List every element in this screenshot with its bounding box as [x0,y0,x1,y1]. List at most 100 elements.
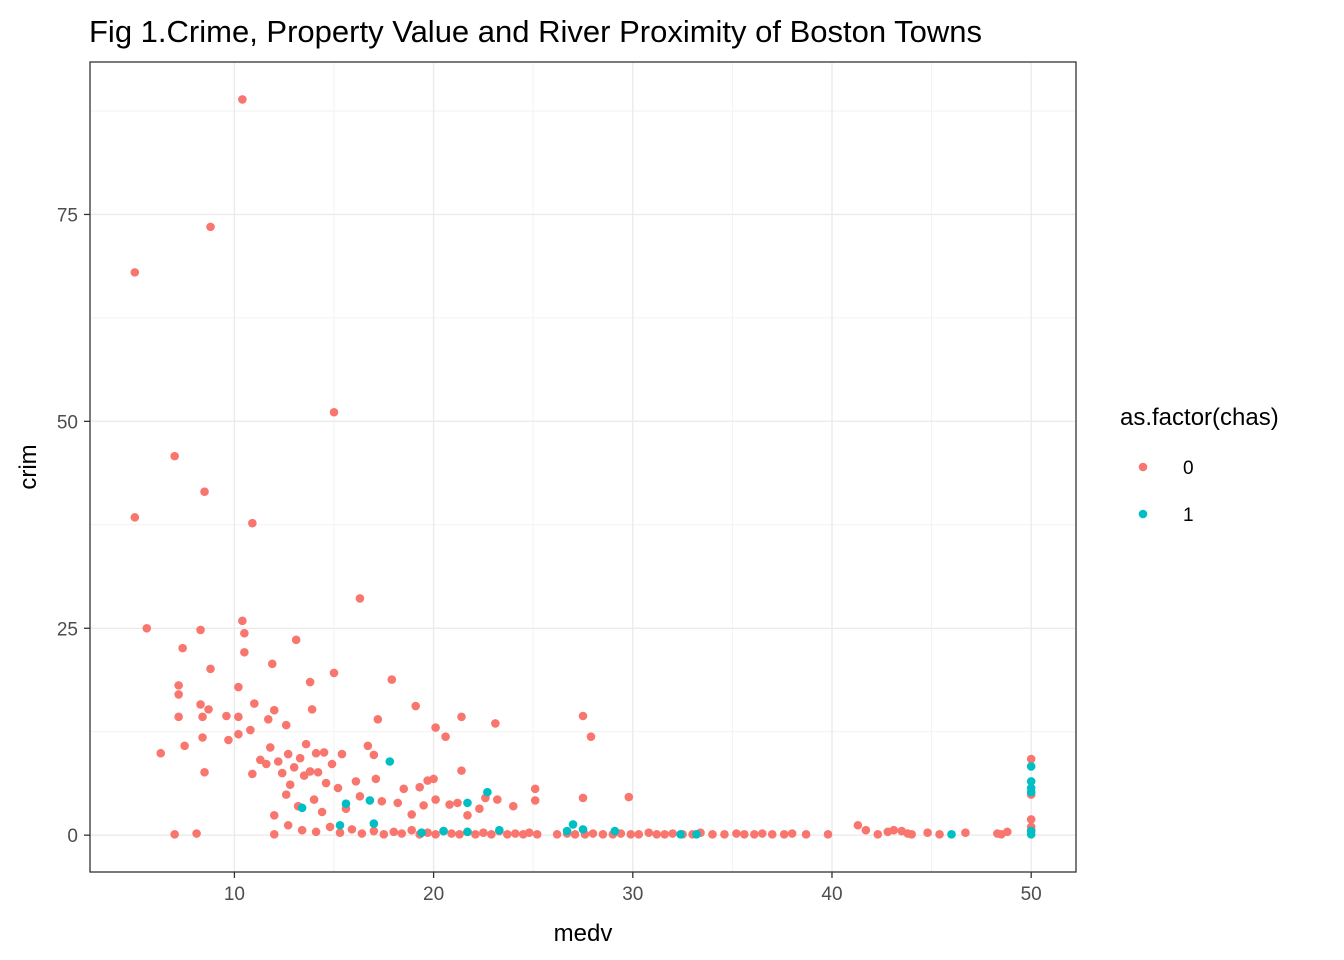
data-point-chas-0 [204,705,213,714]
y-tick-label: 0 [67,826,78,847]
data-point-chas-1 [947,830,956,839]
data-point-chas-0 [767,830,777,839]
data-point-chas-0 [198,712,207,722]
y-axis-title: crim [15,444,42,489]
plot-panel [90,62,1076,872]
data-point-chas-0 [570,830,580,839]
data-point-chas-0 [289,763,299,772]
x-tick-label: 20 [423,884,444,905]
data-point-chas-1 [385,757,395,766]
data-point-chas-0 [503,830,512,839]
data-point-chas-0 [200,487,209,497]
data-point-chas-0 [588,829,598,838]
data-point-chas-1 [692,830,701,839]
data-point-chas-1 [341,799,351,809]
data-point-chas-0 [415,782,424,792]
data-point-chas-0 [329,668,339,678]
data-point-chas-0 [301,739,311,749]
data-point-chas-1 [1026,777,1036,786]
data-point-chas-0 [530,796,540,805]
data-point-chas-0 [393,798,403,808]
data-point-chas-0 [1026,815,1036,824]
data-point-chas-0 [1026,754,1036,764]
x-tick-label: 30 [622,884,643,905]
data-point-chas-0 [453,798,462,808]
x-axis-title: medv [554,920,613,947]
y-axis: 0 25 50 75 [57,205,90,847]
data-point-chas-0 [337,749,347,759]
data-point-chas-0 [423,828,432,837]
data-point-chas-0 [291,635,301,645]
data-point-chas-0 [455,830,464,839]
data-point-chas-0 [206,222,215,232]
data-point-chas-0 [319,748,329,757]
data-point-chas-0 [311,748,321,758]
chart-title: Fig 1.Crime, Property Value and River Pr… [89,14,982,49]
data-point-chas-0 [493,795,502,804]
data-point-chas-0 [491,719,500,728]
data-point-chas-0 [708,830,717,839]
data-point-chas-0 [198,733,207,742]
data-point-chas-0 [510,829,520,838]
data-point-chas-0 [457,766,466,775]
data-point-chas-0 [224,735,233,745]
data-point-chas-0 [369,750,379,760]
data-point-chas-0 [732,829,741,838]
data-point-chas-0 [787,829,797,838]
data-point-chas-0 [389,827,399,837]
data-point-chas-0 [357,829,367,838]
data-point-chas-0 [178,643,187,653]
data-point-chas-1 [417,828,426,837]
data-point-chas-1 [439,826,448,836]
data-point-chas-0 [441,732,450,741]
data-point-chas-0 [445,800,454,809]
data-point-chas-0 [130,268,140,277]
data-point-chas-0 [261,759,271,769]
data-point-chas-0 [313,767,323,777]
y-tick-label: 50 [57,412,78,433]
data-point-chas-1 [365,796,375,805]
data-point-chas-0 [317,807,327,817]
data-point-chas-0 [321,778,331,788]
legend: as.factor(chas) 0 1 [1120,404,1279,526]
data-point-chas-0 [397,829,407,838]
data-point-chas-0 [626,830,636,839]
data-point-chas-0 [297,825,307,835]
data-point-chas-0 [240,628,249,638]
data-point-chas-0 [250,699,259,708]
data-point-chas-0 [192,829,201,838]
data-points [130,95,1036,839]
data-point-chas-0 [283,820,293,830]
data-point-chas-1 [676,830,685,839]
data-point-chas-0 [644,828,654,837]
data-point-chas-0 [660,830,669,839]
data-point-chas-0 [479,828,488,837]
data-point-chas-0 [311,827,321,837]
data-point-chas-0 [598,830,608,839]
data-point-chas-0 [281,790,291,799]
data-point-chas-0 [801,830,811,839]
data-point-chas-0 [586,732,596,741]
data-point-chas-0 [524,828,534,837]
data-point-chas-0 [222,711,231,721]
data-point-chas-0 [333,783,343,793]
data-point-chas-0 [652,830,662,839]
data-point-chas-0 [419,801,428,810]
data-point-chas-0 [174,681,183,690]
data-point-chas-0 [750,830,759,839]
data-point-chas-0 [369,826,379,836]
data-point-chas-0 [263,715,273,724]
legend-key-1 [1138,509,1148,519]
data-point-chas-1 [610,826,620,836]
data-point-chas-0 [281,720,291,730]
data-point-chas-0 [200,767,209,777]
data-point-chas-0 [552,830,562,839]
data-point-chas-1 [1026,826,1036,836]
data-point-chas-1 [297,803,307,813]
data-point-chas-0 [307,705,317,714]
data-point-chas-0 [269,830,279,839]
data-point-chas-0 [285,780,295,789]
data-point-chas-0 [668,829,677,838]
data-point-chas-1 [483,787,492,797]
